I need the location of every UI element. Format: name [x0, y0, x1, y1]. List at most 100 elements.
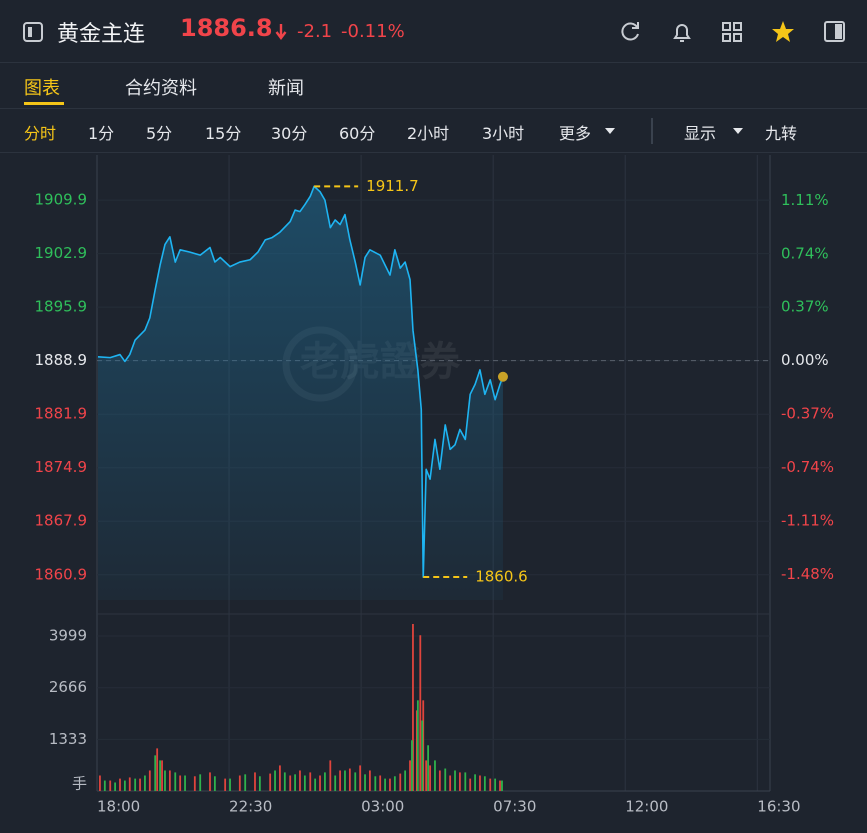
- volume-bar: [415, 710, 418, 791]
- volume-bar: [449, 775, 452, 791]
- annotation-label: 1911.7: [366, 177, 419, 195]
- volume-bar: [416, 700, 419, 791]
- y2-tick-label: -0.74%: [781, 458, 834, 476]
- volume-bar: [444, 768, 447, 791]
- volume-bar: [161, 760, 163, 791]
- dropdown-caret: [605, 128, 615, 134]
- x-tick-label: 12:00: [625, 798, 668, 816]
- x-tick-label: 22:30: [229, 798, 272, 816]
- volume-bar: [309, 772, 312, 791]
- volume-bar: [384, 778, 386, 791]
- side-panel-icon[interactable]: [824, 21, 845, 42]
- y2-tick-label: 0.74%: [781, 244, 829, 262]
- volume-bar: [501, 780, 503, 791]
- tab-underline: [24, 102, 64, 105]
- period[interactable]: 60分: [339, 124, 376, 143]
- grid-icon[interactable]: [722, 22, 742, 42]
- period[interactable]: 3小时: [482, 124, 525, 143]
- y2-tick-label: 0.00%: [781, 351, 829, 369]
- volume-bar: [274, 770, 276, 791]
- tab[interactable]: 图表: [24, 78, 60, 99]
- volume-bar: [254, 772, 256, 791]
- period[interactable]: 1分: [88, 124, 115, 143]
- volume-bar: [409, 760, 411, 791]
- tab[interactable]: 合约资料: [125, 78, 197, 99]
- volume-bar: [279, 765, 281, 791]
- volume-bar: [354, 772, 357, 791]
- volume-bar: [174, 772, 177, 791]
- price-change-pct: -0.11%: [341, 21, 405, 42]
- volume-bar: [459, 772, 461, 791]
- divider: [0, 62, 867, 63]
- instrument-title: 黄金主连: [57, 22, 146, 47]
- option[interactable]: 九转: [765, 124, 798, 143]
- volume-bar: [193, 776, 196, 791]
- volume-bar: [168, 770, 171, 791]
- volume-bar: [299, 770, 301, 791]
- volume-bar: [283, 772, 286, 791]
- volume-bar: [419, 635, 422, 791]
- star-icon[interactable]: [772, 21, 794, 42]
- period[interactable]: 30分: [271, 124, 308, 143]
- volume-bar: [209, 772, 211, 791]
- volume-bar: [224, 778, 227, 791]
- bell-icon[interactable]: [673, 24, 691, 42]
- volume-bar: [119, 778, 121, 791]
- volume-bar: [134, 778, 137, 791]
- volume-bar: [244, 774, 247, 791]
- volume-bar: [289, 775, 292, 791]
- y2-tick-label: 1.11%: [781, 191, 829, 209]
- y-tick-label: 1333: [49, 730, 87, 748]
- y-tick-label: 3999: [49, 627, 87, 645]
- dropdown-caret: [733, 128, 743, 134]
- volume-bar: [294, 774, 296, 791]
- volume-bar: [404, 770, 407, 791]
- refresh-icon[interactable]: [621, 22, 639, 41]
- price-line: [97, 185, 504, 578]
- y2-tick-label: -1.11%: [781, 511, 834, 529]
- volume-bar: [425, 760, 428, 791]
- volume-bar: [128, 777, 131, 791]
- volume-bar: [494, 778, 497, 791]
- volume-bar: [411, 740, 413, 791]
- volume-bar: [421, 720, 424, 791]
- y-tick-label: 1902.9: [35, 244, 88, 262]
- volume-bar: [123, 780, 126, 791]
- volume-bar: [499, 780, 501, 791]
- x-tick-label: 16:30: [757, 798, 800, 816]
- toolbar-icons: [621, 21, 845, 42]
- y2-tick-label: -0.37%: [781, 405, 834, 423]
- period[interactable]: 2小时: [407, 124, 450, 143]
- period[interactable]: 分时: [24, 124, 57, 143]
- price-area: [97, 186, 503, 600]
- y-tick-label: 1867.9: [35, 512, 88, 530]
- volume-bar: [489, 778, 492, 791]
- volume-bar: [464, 772, 467, 791]
- x-tick-label: 07:30: [493, 798, 536, 816]
- period[interactable]: 15分: [205, 124, 242, 143]
- volume-bar: [213, 776, 216, 791]
- volume-bar: [434, 760, 436, 791]
- option[interactable]: 显示: [684, 124, 717, 143]
- period-more[interactable]: 更多: [559, 124, 592, 143]
- price-change: -2.1: [297, 21, 333, 42]
- volume-bar: [454, 770, 456, 791]
- volume-bar: [319, 775, 321, 791]
- volume-bar: [103, 780, 106, 791]
- volume-bar: [184, 775, 186, 791]
- volume-bar: [369, 770, 371, 791]
- volume-bar: [258, 776, 261, 791]
- last-price: 1886.8: [180, 14, 273, 42]
- volume-bar: [359, 765, 362, 791]
- tab[interactable]: 新闻: [268, 78, 304, 99]
- separator: [651, 118, 653, 144]
- y-tick-label: 1874.9: [35, 458, 88, 476]
- panel-icon[interactable]: [22, 21, 44, 43]
- annotation-label: 1860.6: [475, 568, 527, 586]
- volume-bar: [348, 768, 351, 791]
- volume-bar: [179, 775, 182, 791]
- volume-bar: [412, 623, 414, 791]
- period[interactable]: 5分: [146, 124, 173, 143]
